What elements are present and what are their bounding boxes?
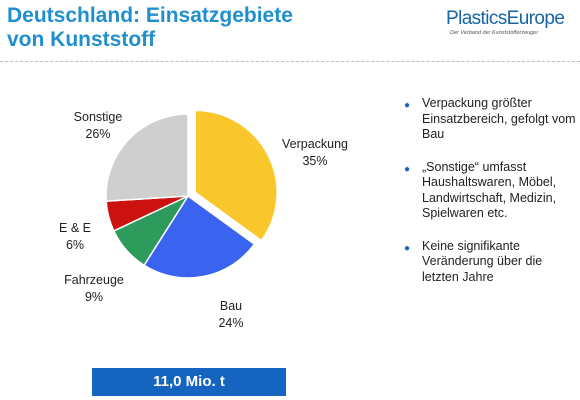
bullet-text-1: Verpackung größter Einsatzbereich, gefol… bbox=[422, 96, 576, 141]
bullet-dot-icon: ● bbox=[404, 100, 411, 111]
pie-slice-sonstige bbox=[105, 113, 189, 202]
bullet-list: ● Verpackung größter Einsatzbereich, gef… bbox=[404, 96, 578, 302]
slice-value-bau: 24% bbox=[218, 316, 243, 330]
bullet-item-2: ● „Sonstige“ umfasst Haushaltswaren, Möb… bbox=[404, 160, 578, 222]
slice-value-fahrzeuge: 9% bbox=[85, 290, 103, 304]
slice-value-e-e: 6% bbox=[66, 238, 84, 252]
bullet-text-2: „Sonstige“ umfasst Haushaltswaren, Möbel… bbox=[422, 159, 557, 221]
bullet-dot-icon: ● bbox=[404, 163, 411, 175]
slice-label-bau: Bau bbox=[220, 299, 242, 313]
slice-label-e-e: E & E bbox=[59, 221, 91, 235]
slice-value-verpackung: 35% bbox=[302, 154, 327, 168]
bullet-item-1: ● Verpackung größter Einsatzbereich, gef… bbox=[404, 96, 578, 143]
plasticseurope-logo: PlasticsEurope Der Verband der Kunststof… bbox=[446, 8, 574, 48]
slice-value-sonstige: 26% bbox=[85, 127, 110, 141]
pie-chart: Verpackung 35% Bau 24% Fahrzeuge 9% E & E 6% Son… bbox=[59, 109, 348, 330]
bullet-text-3: Keine signifikante Veränderung über die … bbox=[422, 238, 543, 284]
header-divider bbox=[0, 61, 580, 62]
page-title: Deutschland: Einsatzgebiete von Kunststo… bbox=[7, 4, 293, 52]
title-line-2: von Kunststoff bbox=[7, 28, 156, 51]
bullet-dot-icon: ● bbox=[404, 242, 411, 254]
pie-slice-bau bbox=[143, 194, 256, 279]
bullet-item-3: ● Keine signifikante Veränderung über di… bbox=[404, 239, 578, 286]
slice-label-fahrzeuge: Fahrzeuge bbox=[64, 273, 124, 287]
title-line-1: Deutschland: Einsatzgebiete bbox=[7, 4, 293, 27]
slice-label-verpackung: Verpackung bbox=[282, 137, 348, 151]
pie-slice-verpackung bbox=[194, 109, 278, 242]
logo-wordmark: PlasticsEurope bbox=[446, 8, 565, 29]
total-volume-box: 11,0 Mio. t bbox=[92, 368, 286, 396]
slice-label-sonstige: Sonstige bbox=[74, 110, 123, 124]
logo-tagline: Der Verband der Kunststofferzeuger bbox=[450, 30, 539, 36]
